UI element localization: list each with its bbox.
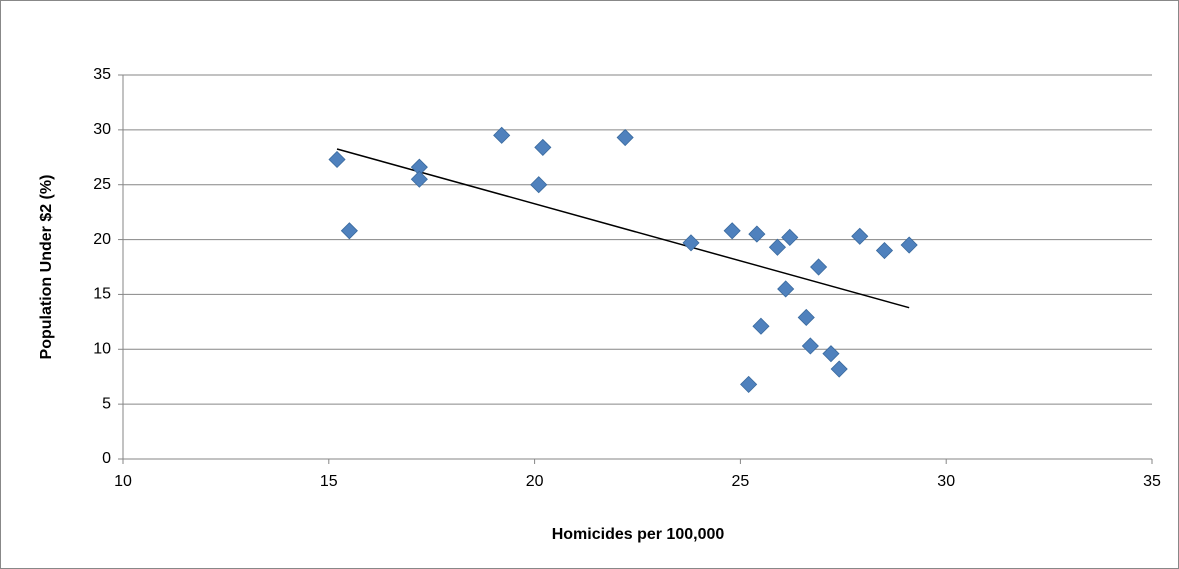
- y-tick-label: 10: [93, 341, 111, 358]
- x-tick-label: 30: [937, 473, 955, 490]
- x-tick-label: 15: [320, 473, 338, 490]
- point: [493, 126, 511, 144]
- point: [822, 345, 840, 363]
- point: [328, 150, 346, 169]
- point: [797, 308, 815, 327]
- point: [534, 138, 552, 156]
- point: [682, 234, 700, 252]
- point: [752, 317, 770, 335]
- x-tick-label: 35: [1143, 473, 1161, 490]
- point: [810, 258, 828, 276]
- point: [781, 228, 799, 246]
- point: [875, 241, 894, 260]
- point: [801, 337, 819, 355]
- y-tick-label: 35: [93, 66, 111, 83]
- x-tick-label: 10: [114, 473, 132, 490]
- point: [851, 227, 869, 245]
- y-tick-label: 25: [93, 176, 111, 193]
- y-tick-label: 15: [93, 286, 111, 303]
- trendline: [336, 148, 910, 309]
- x-tick-label: 20: [526, 473, 544, 490]
- x-axis-title: Homicides per 100,000: [552, 526, 725, 543]
- y-tick-label: 5: [102, 395, 111, 412]
- point: [777, 280, 795, 298]
- point: [410, 170, 428, 188]
- x-tick-label: 25: [732, 473, 750, 490]
- point: [900, 236, 918, 254]
- point: [768, 238, 787, 256]
- point: [616, 128, 634, 147]
- y-tick-label: 0: [102, 450, 111, 467]
- point: [830, 360, 848, 378]
- y-tick-label: 20: [93, 231, 111, 248]
- y-tick-label: 30: [93, 121, 111, 138]
- point: [740, 375, 758, 393]
- point: [530, 176, 548, 194]
- point: [340, 222, 358, 240]
- point: [748, 225, 766, 243]
- point: [723, 222, 741, 240]
- y-axis-title: Population Under $2 (%): [38, 175, 55, 360]
